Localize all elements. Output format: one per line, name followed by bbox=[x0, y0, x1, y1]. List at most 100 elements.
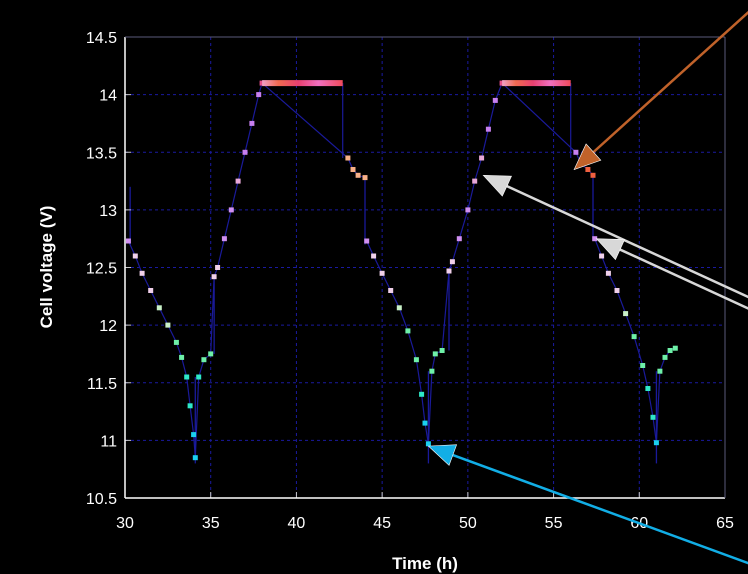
y-tick-label: 14 bbox=[99, 88, 117, 105]
y-tick-label: 13.5 bbox=[86, 145, 117, 162]
arrow-shaft bbox=[592, 10, 748, 154]
data-point bbox=[405, 328, 411, 334]
y-tick-label: 10.5 bbox=[86, 491, 117, 508]
x-tick-label: 55 bbox=[545, 515, 563, 532]
data-point bbox=[645, 386, 651, 391]
y-tick-label: 11 bbox=[100, 433, 117, 450]
data-point bbox=[472, 178, 478, 184]
data-point bbox=[499, 80, 505, 86]
y-tick-label: 12 bbox=[99, 318, 117, 335]
x-tick-label: 45 bbox=[373, 515, 391, 532]
data-point bbox=[256, 92, 262, 98]
data-point bbox=[662, 354, 668, 360]
y-axis-title: Cell voltage (V) bbox=[37, 206, 56, 329]
x-tick-label: 30 bbox=[116, 515, 134, 532]
data-point bbox=[485, 126, 491, 132]
x-tick-label: 40 bbox=[288, 515, 306, 532]
data-point bbox=[672, 345, 678, 351]
data-point bbox=[573, 149, 579, 155]
data-point bbox=[599, 253, 605, 259]
data-point bbox=[631, 334, 637, 340]
data-points bbox=[125, 80, 678, 461]
y-tick-label: 12.5 bbox=[86, 261, 117, 278]
data-point bbox=[173, 339, 179, 345]
data-point bbox=[449, 259, 455, 265]
series-cycle-1 bbox=[125, 80, 368, 461]
annotation-arrows bbox=[427, 10, 748, 565]
data-point bbox=[165, 322, 171, 328]
data-point bbox=[479, 155, 485, 161]
y-tick-label: 13 bbox=[99, 203, 117, 220]
x-tick-label: 50 bbox=[459, 515, 477, 532]
data-point bbox=[156, 305, 162, 311]
data-point bbox=[350, 167, 356, 172]
data-point bbox=[657, 368, 663, 374]
data-point bbox=[364, 238, 370, 244]
arrow-head bbox=[427, 444, 458, 466]
data-point bbox=[371, 253, 377, 259]
data-point bbox=[125, 238, 131, 244]
annotation-arrow-2 bbox=[482, 174, 748, 299]
data-point bbox=[184, 374, 190, 380]
data-point bbox=[653, 440, 659, 446]
data-point bbox=[201, 357, 207, 363]
data-point bbox=[187, 403, 193, 409]
data-point bbox=[132, 253, 138, 259]
data-point bbox=[592, 236, 598, 242]
x-tick-label: 65 bbox=[716, 515, 734, 532]
y-tick-label: 11.5 bbox=[87, 376, 117, 393]
plot-axes bbox=[124, 36, 726, 499]
data-point bbox=[650, 414, 656, 420]
data-point bbox=[667, 348, 673, 353]
data-point bbox=[446, 268, 452, 274]
data-point bbox=[614, 288, 620, 293]
data-point bbox=[456, 236, 462, 242]
data-point bbox=[215, 265, 221, 270]
grid-lines bbox=[125, 37, 725, 498]
arrow-shaft bbox=[452, 453, 748, 565]
arrow-head bbox=[482, 174, 512, 197]
arrow-head bbox=[573, 143, 602, 171]
annotation-arrow-4 bbox=[427, 444, 748, 565]
hold-plateau bbox=[502, 80, 571, 87]
trace-cycle-1 bbox=[127, 82, 366, 458]
data-point bbox=[492, 97, 498, 103]
data-point bbox=[422, 420, 428, 426]
arrow-shaft bbox=[506, 185, 748, 299]
x-axis-title: Time (h) bbox=[392, 554, 458, 573]
data-point bbox=[228, 207, 234, 213]
data-point bbox=[179, 354, 185, 360]
data-point bbox=[640, 363, 646, 368]
data-point bbox=[413, 357, 419, 363]
data-point bbox=[345, 155, 351, 161]
data-point bbox=[242, 149, 248, 155]
data-point bbox=[425, 441, 431, 447]
data-point bbox=[605, 270, 611, 276]
data-point bbox=[465, 207, 471, 213]
x-tick-label: 35 bbox=[202, 515, 220, 532]
data-point bbox=[388, 288, 394, 293]
data-point bbox=[192, 455, 198, 461]
annotation-arrow-1 bbox=[573, 10, 748, 171]
data-point bbox=[148, 288, 154, 293]
series-cycle-2 bbox=[364, 80, 596, 447]
data-point bbox=[419, 391, 425, 397]
data-point bbox=[221, 236, 227, 242]
arrow-head bbox=[595, 238, 626, 261]
data-point bbox=[208, 351, 214, 357]
data-point bbox=[139, 270, 145, 276]
arrow-shaft bbox=[619, 248, 748, 310]
data-point bbox=[235, 178, 241, 184]
data-point bbox=[249, 120, 255, 126]
trace-cycle-2 bbox=[366, 82, 594, 444]
data-point bbox=[379, 270, 385, 276]
data-point bbox=[211, 274, 217, 280]
data-point bbox=[432, 351, 438, 357]
data-point bbox=[396, 305, 402, 311]
series-cycle-3 bbox=[592, 236, 678, 446]
data-point bbox=[196, 374, 202, 380]
y-tick-labels: 10.5 11 11.5 12 12.5 13 13.5 14 14.5 bbox=[86, 30, 117, 508]
data-point bbox=[191, 432, 197, 438]
